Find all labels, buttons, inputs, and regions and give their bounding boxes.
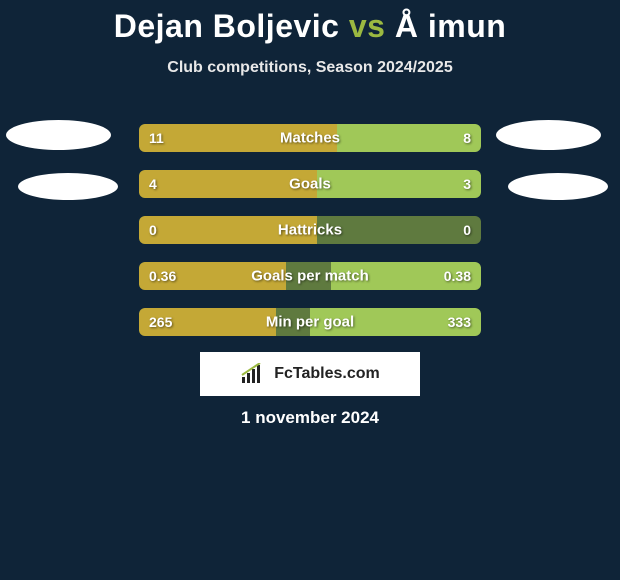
bar-label: Hattricks bbox=[139, 222, 481, 239]
bar-chart-icon bbox=[240, 363, 268, 385]
bar-row-min-per-goal: 265 Min per goal 333 bbox=[139, 308, 481, 336]
bar-right-value: 8 bbox=[463, 130, 471, 146]
bar-right-value: 333 bbox=[448, 314, 471, 330]
player1-name: Dejan Boljevic bbox=[114, 8, 340, 44]
player2-name: Å imun bbox=[395, 8, 506, 44]
vs-separator: vs bbox=[349, 8, 386, 44]
bar-label: Goals bbox=[139, 176, 481, 193]
bar-row-hattricks: 0 Hattricks 0 bbox=[139, 216, 481, 244]
date-text: 1 november 2024 bbox=[0, 408, 620, 428]
avatar-right-group bbox=[500, 120, 620, 223]
logo-box[interactable]: FcTables.com bbox=[200, 352, 420, 396]
bar-label: Matches bbox=[139, 130, 481, 147]
avatar-shadow-right-2 bbox=[508, 173, 608, 200]
avatar-left-group bbox=[0, 120, 120, 223]
logo-text: FcTables.com bbox=[274, 365, 380, 383]
header: Dejan Boljevic vs Å imun Club competitio… bbox=[0, 0, 620, 77]
subtitle: Club competitions, Season 2024/2025 bbox=[0, 59, 620, 77]
page-title: Dejan Boljevic vs Å imun bbox=[0, 8, 620, 45]
bar-row-goals-per-match: 0.36 Goals per match 0.38 bbox=[139, 262, 481, 290]
bar-right-value: 3 bbox=[463, 176, 471, 192]
bar-label: Min per goal bbox=[139, 314, 481, 331]
avatar-shadow-left-1 bbox=[6, 120, 111, 150]
bar-row-goals: 4 Goals 3 bbox=[139, 170, 481, 198]
avatar-shadow-right-1 bbox=[496, 120, 601, 150]
comparison-bars: 11 Matches 8 4 Goals 3 0 Hattricks 0 0.3… bbox=[139, 124, 481, 354]
bar-label: Goals per match bbox=[139, 268, 481, 285]
bar-row-matches: 11 Matches 8 bbox=[139, 124, 481, 152]
bar-right-value: 0.38 bbox=[444, 268, 471, 284]
bar-right-value: 0 bbox=[463, 222, 471, 238]
avatar-shadow-left-2 bbox=[18, 173, 118, 200]
